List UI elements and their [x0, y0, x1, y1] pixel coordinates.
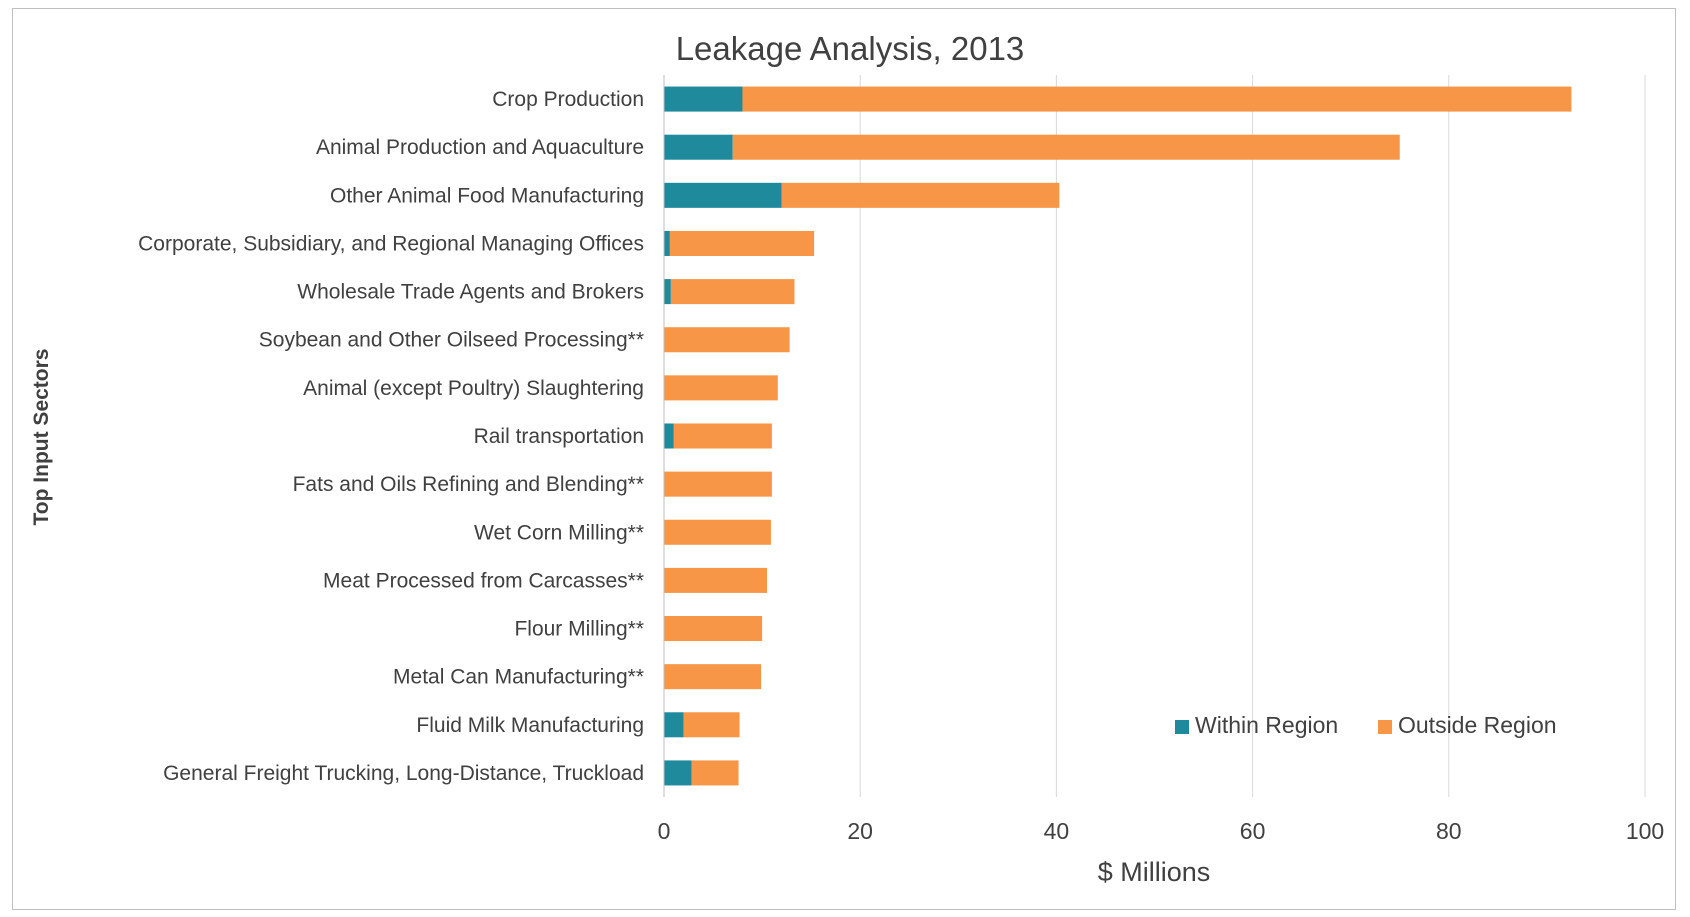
category-label: Fluid Milk Manufacturing: [416, 714, 644, 737]
category-label: Animal (except Poultry) Slaughtering: [303, 377, 644, 400]
category-label: Metal Can Manufacturing**: [393, 666, 644, 689]
bar-outside-region: [664, 664, 762, 690]
bar-outside-region: [742, 86, 1572, 112]
category-label: Fats and Oils Refining and Blending**: [293, 473, 644, 496]
legend-swatch: [1378, 720, 1392, 734]
x-tick-label: 80: [1436, 818, 1462, 844]
bar-within-region: [664, 230, 670, 256]
bar-outside-region: [664, 616, 763, 642]
category-label: General Freight Trucking, Long-Distance,…: [163, 762, 644, 785]
bar-outside-region: [732, 134, 1400, 160]
bar-outside-region: [664, 519, 771, 545]
category-label: Corporate, Subsidiary, and Regional Mana…: [138, 232, 644, 255]
x-tick-label: 0: [658, 818, 671, 844]
bar-outside-region: [781, 182, 1060, 208]
bars: [664, 86, 1572, 786]
bar-outside-region: [673, 423, 772, 449]
x-tick-label: 100: [1626, 818, 1664, 844]
legend-label: Outside Region: [1398, 712, 1557, 738]
category-label: Rail transportation: [474, 425, 644, 448]
bar-within-region: [664, 86, 743, 112]
category-label: Crop Production: [492, 88, 644, 111]
category-label: Wet Corn Milling**: [474, 521, 644, 544]
legend-label: Within Region: [1195, 712, 1338, 738]
bar-outside-region: [664, 375, 778, 401]
bar-within-region: [664, 279, 671, 305]
bar-within-region: [664, 712, 684, 738]
legend: Within Region Outside Region: [1175, 712, 1557, 738]
x-tick-label: 20: [847, 818, 873, 844]
category-label: Other Animal Food Manufacturing: [330, 184, 644, 207]
category-labels: Crop Production Animal Production and Aqu…: [138, 88, 644, 785]
bar-outside-region: [664, 567, 768, 593]
x-tick-label: 40: [1044, 818, 1070, 844]
y-axis-title: Top Input Sectors: [30, 349, 53, 526]
bar-outside-region: [664, 327, 790, 353]
legend-swatch: [1175, 720, 1189, 734]
bar-outside-region: [669, 230, 815, 256]
x-tick-labels: 0 20 40 60 80 100: [658, 818, 1665, 844]
bar-outside-region: [691, 760, 739, 786]
bar-within-region: [664, 423, 674, 449]
category-label: Flour Milling**: [514, 618, 644, 641]
x-tick-label: 60: [1240, 818, 1266, 844]
category-label: Animal Production and Aquaculture: [316, 136, 644, 159]
chart-title: Leakage Analysis, 2013: [676, 30, 1025, 67]
category-label: Wholesale Trade Agents and Brokers: [297, 281, 644, 304]
chart-frame: [12, 8, 1676, 910]
bar-within-region: [664, 134, 733, 160]
bar-within-region: [664, 760, 692, 786]
bar-outside-region: [683, 712, 740, 738]
bar-within-region: [664, 182, 782, 208]
category-label: Meat Processed from Carcasses**: [323, 569, 644, 592]
bar-outside-region: [664, 471, 772, 497]
category-label: Soybean and Other Oilseed Processing**: [259, 329, 644, 352]
x-axis-title: $ Millions: [1098, 857, 1211, 887]
bar-outside-region: [670, 279, 795, 305]
